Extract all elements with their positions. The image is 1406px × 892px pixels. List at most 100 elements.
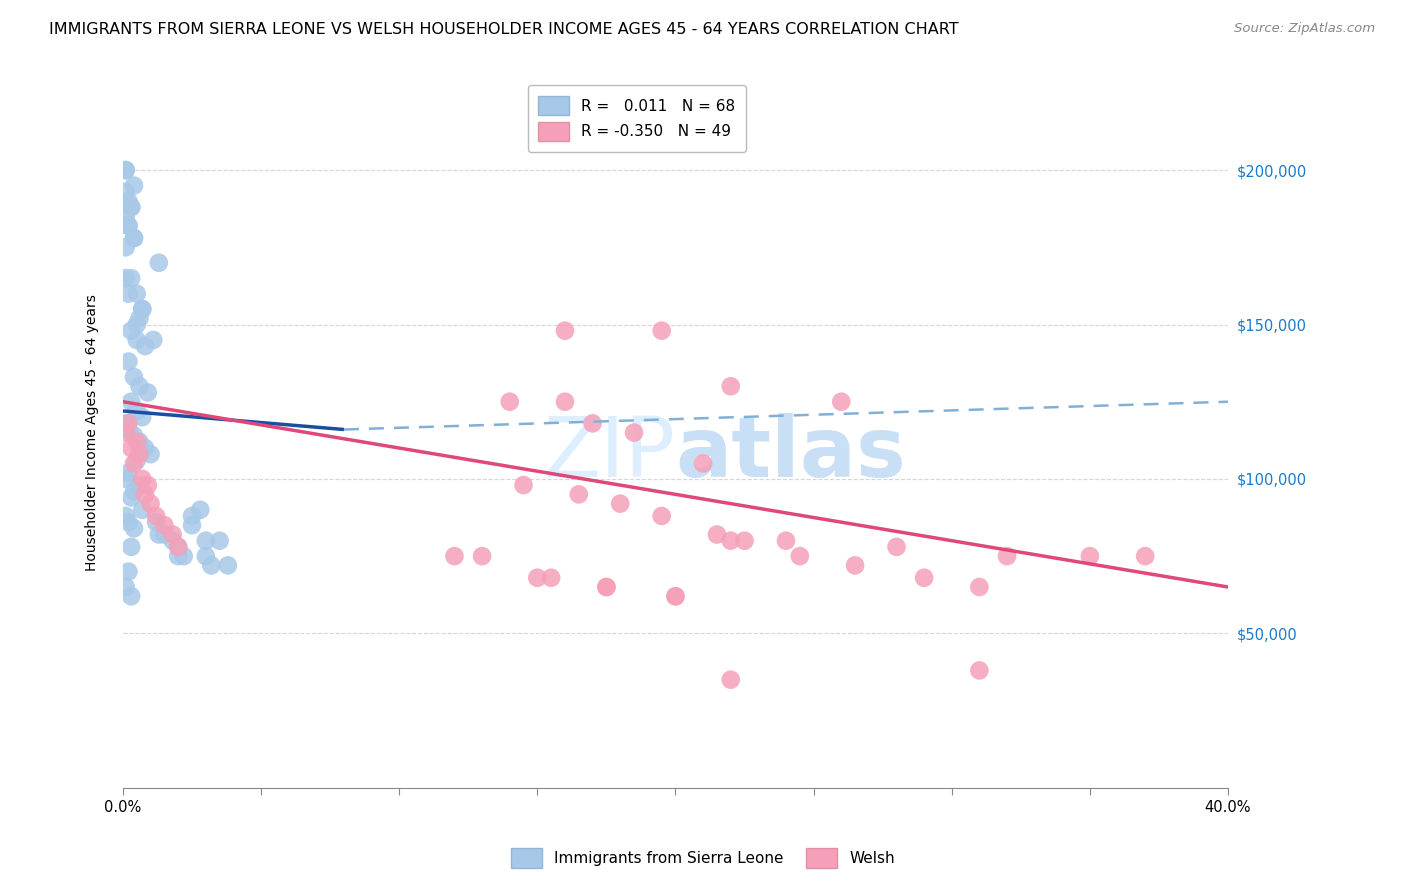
Point	[443, 549, 465, 563]
Point	[162, 533, 184, 548]
Point	[120, 589, 142, 603]
Point	[117, 565, 139, 579]
Point	[136, 478, 159, 492]
Point	[114, 240, 136, 254]
Point	[554, 324, 576, 338]
Point	[720, 379, 742, 393]
Point	[120, 324, 142, 338]
Point	[117, 219, 139, 233]
Point	[1078, 549, 1101, 563]
Point	[128, 434, 150, 449]
Point	[128, 379, 150, 393]
Point	[664, 589, 686, 603]
Point	[122, 370, 145, 384]
Point	[122, 231, 145, 245]
Point	[114, 210, 136, 224]
Text: IMMIGRANTS FROM SIERRA LEONE VS WELSH HOUSEHOLDER INCOME AGES 45 - 64 YEARS CORR: IMMIGRANTS FROM SIERRA LEONE VS WELSH HO…	[49, 22, 959, 37]
Point	[200, 558, 222, 573]
Point	[120, 200, 142, 214]
Point	[969, 580, 991, 594]
Point	[117, 354, 139, 368]
Point	[886, 540, 908, 554]
Point	[194, 533, 217, 548]
Point	[122, 428, 145, 442]
Point	[128, 478, 150, 492]
Point	[789, 549, 811, 563]
Point	[122, 521, 145, 535]
Y-axis label: Householder Income Ages 45 - 64 years: Householder Income Ages 45 - 64 years	[86, 294, 100, 571]
Point	[1133, 549, 1156, 563]
Point	[554, 394, 576, 409]
Point	[651, 324, 673, 338]
Point	[540, 571, 562, 585]
Point	[148, 256, 170, 270]
Point	[162, 527, 184, 541]
Point	[134, 487, 156, 501]
Point	[664, 589, 686, 603]
Point	[706, 527, 728, 541]
Point	[114, 185, 136, 199]
Point	[775, 533, 797, 548]
Point	[139, 447, 162, 461]
Point	[117, 219, 139, 233]
Point	[526, 571, 548, 585]
Point	[623, 425, 645, 440]
Legend: Immigrants from Sierra Leone, Welsh: Immigrants from Sierra Leone, Welsh	[505, 842, 901, 873]
Point	[512, 478, 534, 492]
Point	[844, 558, 866, 573]
Point	[581, 417, 603, 431]
Point	[131, 472, 153, 486]
Point	[114, 472, 136, 486]
Point	[194, 549, 217, 563]
Point	[120, 271, 142, 285]
Point	[692, 457, 714, 471]
Point	[568, 487, 591, 501]
Point	[114, 425, 136, 440]
Point	[181, 518, 204, 533]
Point	[499, 394, 522, 409]
Point	[167, 540, 190, 554]
Point	[830, 394, 852, 409]
Point	[125, 434, 148, 449]
Legend: R =   0.011   N = 68, R = -0.350   N = 49: R = 0.011 N = 68, R = -0.350 N = 49	[527, 85, 747, 152]
Point	[131, 301, 153, 316]
Point	[651, 508, 673, 523]
Point	[188, 503, 211, 517]
Point	[720, 533, 742, 548]
Point	[217, 558, 239, 573]
Point	[117, 194, 139, 208]
Point	[134, 339, 156, 353]
Point	[167, 549, 190, 563]
Point	[117, 423, 139, 437]
Point	[114, 580, 136, 594]
Point	[995, 549, 1018, 563]
Point	[153, 527, 176, 541]
Point	[595, 580, 617, 594]
Point	[139, 497, 162, 511]
Point	[136, 385, 159, 400]
Point	[117, 417, 139, 431]
Point	[912, 571, 935, 585]
Point	[114, 163, 136, 178]
Point	[131, 301, 153, 316]
Point	[181, 508, 204, 523]
Point	[114, 417, 136, 431]
Point	[120, 200, 142, 214]
Point	[609, 497, 631, 511]
Point	[471, 549, 494, 563]
Point	[120, 441, 142, 455]
Point	[145, 515, 167, 529]
Point	[131, 410, 153, 425]
Point	[167, 540, 190, 554]
Point	[122, 231, 145, 245]
Point	[125, 453, 148, 467]
Point	[114, 163, 136, 178]
Point	[153, 518, 176, 533]
Point	[122, 178, 145, 193]
Point	[134, 441, 156, 455]
Point	[125, 404, 148, 418]
Point	[114, 271, 136, 285]
Point	[117, 286, 139, 301]
Point	[120, 491, 142, 505]
Point	[122, 457, 145, 471]
